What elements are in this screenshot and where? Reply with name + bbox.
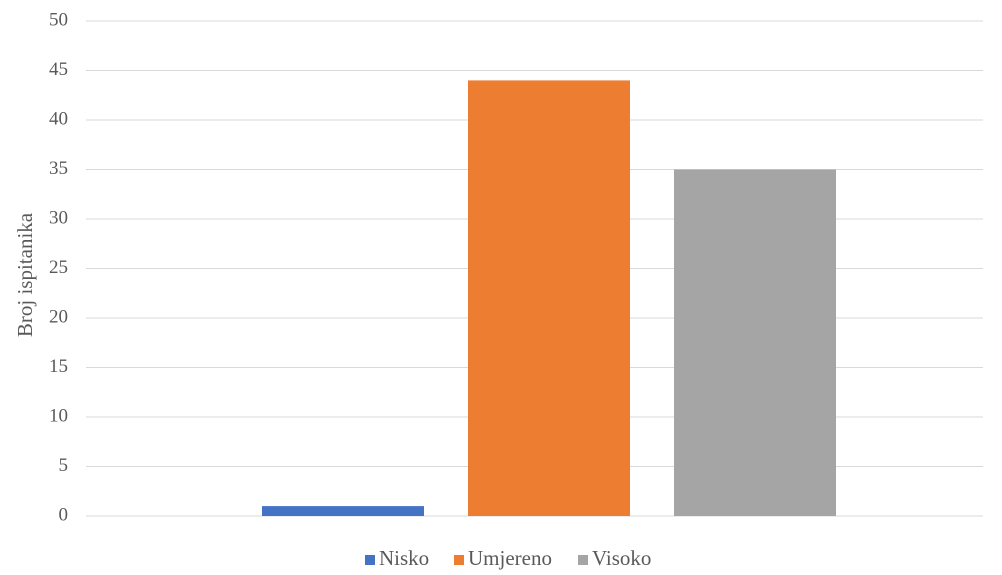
y-tick-label: 35	[49, 158, 68, 179]
legend-swatch	[454, 555, 464, 565]
legend-label: Nisko	[379, 546, 429, 570]
y-tick-label: 45	[49, 59, 68, 80]
y-tick-label: 10	[49, 405, 68, 426]
y-tick-label: 40	[49, 108, 68, 129]
y-tick-label: 25	[49, 257, 68, 278]
bars	[262, 80, 836, 517]
y-tick-label: 5	[59, 455, 69, 476]
y-tick-label: 0	[59, 504, 69, 525]
legend: Nisko Umjereno Visoko	[365, 546, 651, 570]
legend-item-visoko: Visoko	[578, 546, 651, 570]
bar-visoko	[674, 169, 836, 516]
y-tick-label: 20	[49, 306, 68, 327]
y-tick-label: 30	[49, 207, 68, 228]
bar-nisko	[262, 506, 424, 516]
legend-item-nisko: Nisko	[365, 546, 429, 570]
legend-swatch	[365, 555, 375, 565]
legend-swatch	[578, 555, 588, 565]
y-axis-ticks: 0 5 10 15 20 25 30 35 40 45 50	[49, 9, 68, 525]
y-tick-label: 50	[49, 9, 68, 30]
y-tick-label: 15	[49, 356, 68, 377]
legend-item-umjereno: Umjereno	[454, 546, 552, 570]
legend-label: Visoko	[592, 546, 651, 570]
y-axis-title: Broj ispitanika	[13, 212, 37, 337]
bar-umjereno	[468, 80, 630, 517]
legend-label: Umjereno	[468, 546, 552, 570]
